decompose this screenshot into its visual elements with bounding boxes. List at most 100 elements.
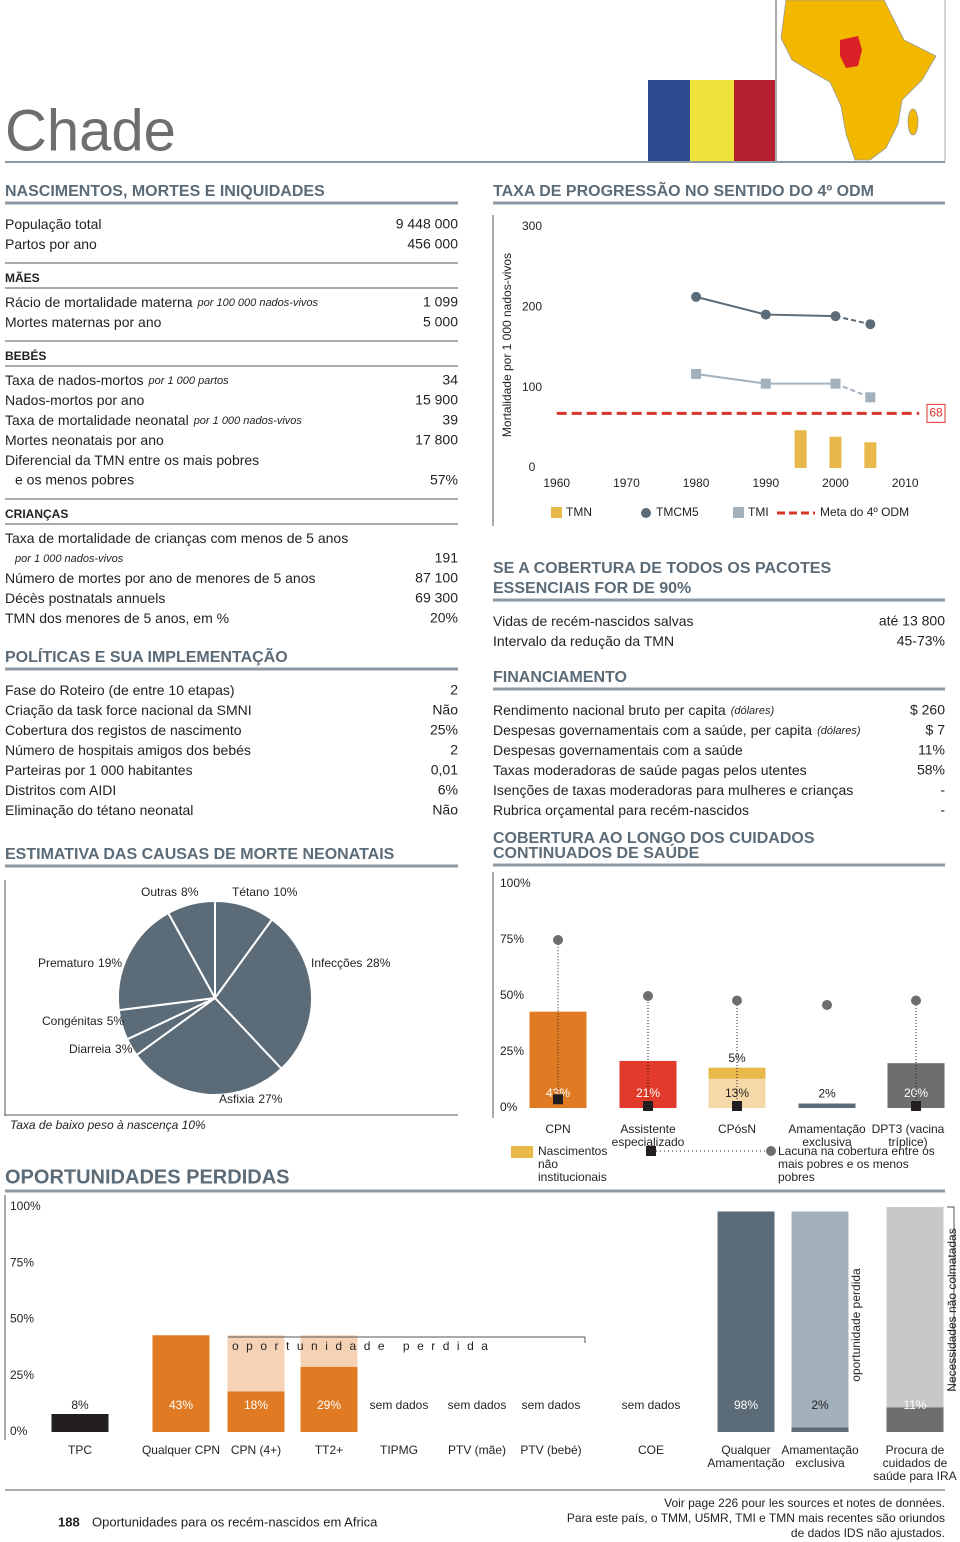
y-tick-label: 100% xyxy=(500,876,531,890)
row-label-text: Taxas moderadoras de saúde pagas pelos u… xyxy=(493,762,807,778)
row-value: 2 xyxy=(450,682,458,698)
legend-swatch xyxy=(551,507,562,518)
row-value: 456 000 xyxy=(407,236,458,252)
row-unit: (dólares) xyxy=(731,705,775,717)
chart-title: CONTINUADOS DE SAÚDE xyxy=(493,843,700,862)
y-tick-label: 0 xyxy=(529,460,536,474)
row-value: 9 448 000 xyxy=(396,216,458,232)
row-label: Vidas de recém-nascidos salvas xyxy=(493,613,694,629)
value-label: 98% xyxy=(733,1398,759,1412)
row-label-text: Parteiras por 1 000 habitantes xyxy=(5,762,193,778)
row-value: 39 xyxy=(442,412,458,428)
y-tick-label: 300 xyxy=(522,219,542,233)
bar xyxy=(300,1335,358,1367)
pie-label: Infecções 28% xyxy=(311,956,391,970)
row-label-text: Mortes maternas por ano xyxy=(5,314,162,330)
x-tick-label: 2000 xyxy=(822,476,849,490)
x-tick-label: Qualquer Amamentação xyxy=(707,1443,785,1470)
section-title: SE A COBERTURA DE TODOS OS PACOTES xyxy=(493,560,831,577)
pie-label-value: 8% xyxy=(181,885,199,899)
row-value: - xyxy=(940,802,945,818)
row-value: 6% xyxy=(438,782,458,798)
pie-label-category: Outras xyxy=(141,885,177,899)
y-tick-label: 100% xyxy=(10,1199,41,1213)
map-africa xyxy=(780,0,937,161)
y-tick-label: 75% xyxy=(500,932,524,946)
series-line xyxy=(835,315,871,326)
y-axis-label: Mortalidade por 1 000 nados-vivos xyxy=(500,253,514,437)
y-tick-label: 50% xyxy=(500,988,524,1002)
row-label: Taxas moderadoras de saúde pagas pelos u… xyxy=(493,762,807,778)
x-tick-label: Qualquer CPN xyxy=(141,1443,221,1457)
row-value: 57% xyxy=(430,472,458,488)
row-value: 45-73% xyxy=(897,633,945,649)
chart-title: ESTIMATIVA DAS CAUSAS DE MORTE NEONATAIS xyxy=(5,846,395,863)
row-unit: (dólares) xyxy=(817,725,861,737)
footer-note: de dados IDS não ajustados. xyxy=(791,1526,945,1540)
y-tick-label: 200 xyxy=(522,300,542,314)
x-tick-label: CPN (4+) xyxy=(230,1443,282,1457)
legend-swatch xyxy=(511,1146,533,1158)
chart-title: COBERTURA AO LONGO DOS CUIDADOS xyxy=(493,830,815,847)
gap-low xyxy=(553,1094,563,1105)
bar xyxy=(717,1211,775,1432)
x-tick-label: Procura de cuidados de saúde para IRA xyxy=(873,1443,957,1483)
value-label: 2% xyxy=(811,1398,829,1412)
value-label: 5% xyxy=(728,1051,746,1065)
y-tick-label: 0% xyxy=(500,1100,518,1114)
map-island xyxy=(907,108,919,136)
series-line xyxy=(835,382,871,399)
pie-label-value: 3% xyxy=(115,1042,133,1056)
row-label: Diferencial da TMN entre os mais pobres xyxy=(5,452,259,468)
legend-label: TMI xyxy=(748,505,769,519)
gap-high xyxy=(553,935,563,945)
chart-title: OPORTUNIDADES PERDIDAS xyxy=(5,1166,289,1188)
row-unit: por 1 000 nados-vivos xyxy=(14,553,124,565)
row-value: 191 xyxy=(435,550,459,566)
gap-high xyxy=(911,995,921,1006)
gap-high xyxy=(822,999,832,1010)
row-label-text: Intervalo da redução da TMN xyxy=(493,633,674,649)
row-label-text: Rácio de mortalidade materna xyxy=(5,294,193,310)
pie-label: Diarreia 3% xyxy=(69,1042,133,1056)
bar xyxy=(864,442,877,468)
pie-label: Asfixia 27% xyxy=(219,1092,283,1106)
y-tick-label: 100 xyxy=(522,380,542,394)
bar xyxy=(227,1335,285,1392)
row-label: Mortes maternas por ano xyxy=(5,314,162,330)
pie-label: Tétano 10% xyxy=(232,885,298,899)
flag-stripe xyxy=(690,80,734,162)
row-value: - xyxy=(940,782,945,798)
row-label: Despesas governamentais com a saúde, per… xyxy=(493,722,861,738)
goal-label: 68 xyxy=(929,406,943,420)
row-value: 87 100 xyxy=(415,570,458,586)
row-unit: por 1 000 partos xyxy=(148,375,230,387)
pie-label-value: 19% xyxy=(98,956,122,970)
row-value: 69 300 xyxy=(415,590,458,606)
row-label: Parteiras por 1 000 habitantes xyxy=(5,762,193,778)
value-label: 21% xyxy=(636,1086,660,1100)
pie-label-category: Infecções xyxy=(311,956,362,970)
row-value: 1 099 xyxy=(423,294,458,310)
pie-slice xyxy=(135,996,283,1096)
point xyxy=(865,392,876,403)
value-label: sem dados xyxy=(369,1398,429,1412)
row-label-text: Número de hospitais amigos dos bebés xyxy=(5,742,251,758)
bar xyxy=(887,1063,945,1108)
row-label: Distritos com AIDI xyxy=(5,782,116,798)
row-label-text: Taxa de mortalidade de crianças com meno… xyxy=(5,530,348,546)
x-tick-label: TT2+ xyxy=(314,1443,344,1457)
legend-label: TMN xyxy=(566,505,592,519)
flag-stripe xyxy=(734,80,775,162)
bar xyxy=(51,1414,109,1432)
x-tick-label: TIPMG xyxy=(380,1443,418,1457)
row-unit: por 100 000 nados-vivos xyxy=(197,297,319,309)
row-label-text: Despesas governamentais com a saúde xyxy=(493,742,743,758)
footer-note: Para este país, o TMM, U5MR, TMI e TMN m… xyxy=(567,1511,945,1525)
row-label-text: Fase do Roteiro (de entre 10 etapas) xyxy=(5,682,235,698)
bar xyxy=(886,1207,944,1408)
row-value: 58% xyxy=(917,762,945,778)
y-tick-label: 25% xyxy=(500,1044,524,1058)
bar xyxy=(227,1391,285,1432)
section-title: NASCIMENTOS, MORTES E INIQUIDADES xyxy=(5,183,325,200)
